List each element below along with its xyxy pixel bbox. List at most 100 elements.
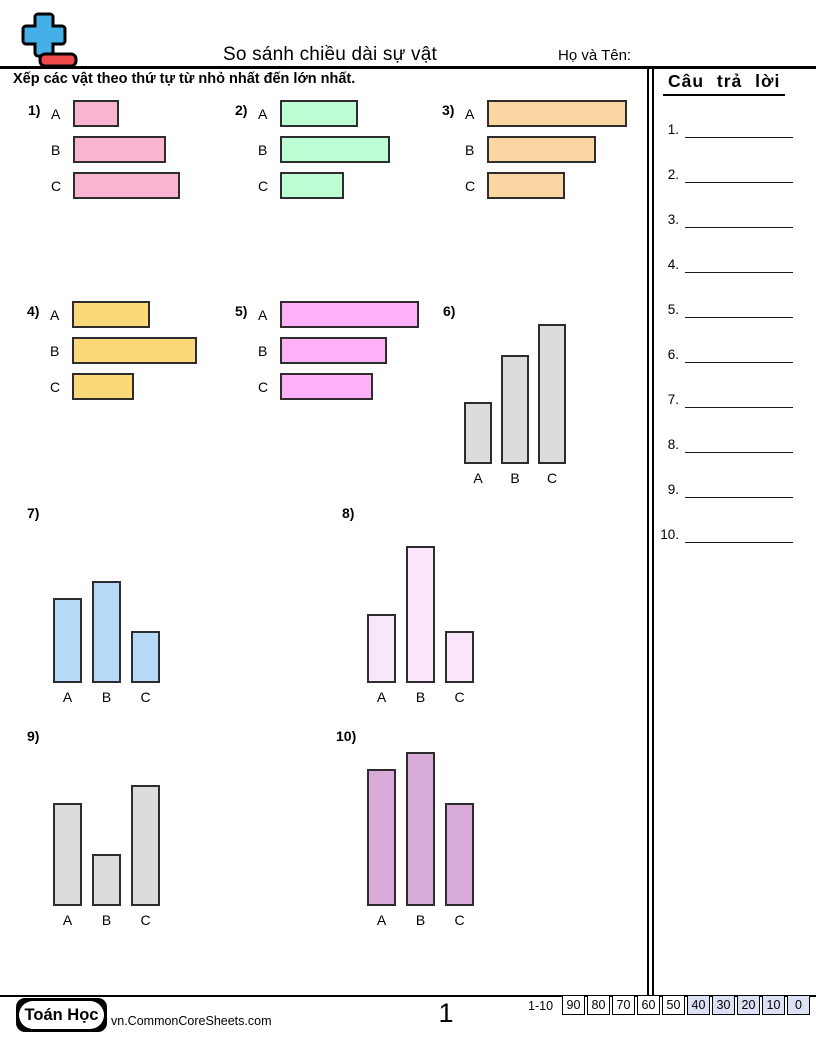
problem-number: 6) <box>443 303 456 319</box>
name-field-label: Họ và Tên: <box>558 47 632 64</box>
plus-minus-logo-icon <box>18 12 80 73</box>
grade-cell: 10 <box>762 995 785 1015</box>
bar-row: C <box>442 172 627 199</box>
problem-number: 7) <box>27 505 40 521</box>
bar-label: A <box>473 470 483 486</box>
answer-blank-line <box>685 453 793 498</box>
bar-row: B <box>27 337 197 364</box>
grading-scale: 90 80 70 60 50 40 30 20 10 0 <box>562 995 810 1015</box>
answers-title: Câu trả lời <box>663 71 786 96</box>
length-bar <box>53 803 82 906</box>
answer-number: 2. <box>667 167 679 183</box>
bar-row: A <box>235 100 390 127</box>
grade-cell: 0 <box>787 995 810 1015</box>
bar-row: B <box>28 136 180 163</box>
length-bar <box>131 631 160 683</box>
length-bar <box>53 598 82 683</box>
bar-label: C <box>454 689 465 705</box>
grade-cell: 50 <box>662 995 685 1015</box>
bar-group: A B C <box>235 100 390 208</box>
answer-row: 7. <box>655 363 793 408</box>
bar-label: C <box>465 177 476 194</box>
answers-column-separator <box>647 68 654 995</box>
bar-label: B <box>465 141 475 158</box>
bar-label: A <box>465 105 475 122</box>
subject-badge: Toán Học <box>16 998 107 1032</box>
length-bar <box>367 614 396 683</box>
answer-row: 4. <box>655 228 793 273</box>
bar-column: B <box>406 546 435 705</box>
answers-list: 1. 2. 3. 4. 5. 6. 7. 8. 9. 10. <box>655 93 793 543</box>
bar-column: C <box>445 631 474 705</box>
answer-number: 4. <box>667 257 679 273</box>
bar-label: B <box>415 689 426 705</box>
answer-blank-line <box>685 138 793 183</box>
problem-number: 10) <box>336 728 357 744</box>
length-bar <box>280 373 373 400</box>
bar-label: C <box>258 378 269 395</box>
length-bar <box>92 581 121 683</box>
problem-number: 4) <box>27 303 40 319</box>
answer-row: 6. <box>655 318 793 363</box>
bar-label: C <box>140 912 151 928</box>
bar-label: A <box>50 306 60 323</box>
length-bar <box>367 769 396 906</box>
bar-group: A B C <box>367 523 474 705</box>
bar-group: A B C <box>53 746 160 928</box>
length-bar <box>406 752 435 906</box>
answer-blank-line <box>685 363 793 408</box>
grade-cell: 70 <box>612 995 635 1015</box>
length-bar <box>280 136 390 163</box>
bar-row: C <box>27 373 197 400</box>
bar-label: B <box>101 689 112 705</box>
bar-label: A <box>51 105 61 122</box>
length-bar <box>538 324 566 464</box>
answer-number: 6. <box>667 347 679 363</box>
bar-row: A <box>235 301 419 328</box>
bar-row: B <box>235 136 390 163</box>
bar-column: C <box>445 803 474 928</box>
length-bar <box>72 337 197 364</box>
bar-column: C <box>538 324 566 486</box>
length-bar <box>72 373 134 400</box>
instruction-text: Xếp các vật theo thứ tự từ nhỏ nhất đến … <box>13 71 356 87</box>
answer-number: 10. <box>660 527 679 543</box>
length-bar <box>280 100 358 127</box>
bar-label: A <box>258 105 268 122</box>
answer-blank-line <box>685 273 793 318</box>
answer-row: 2. <box>655 138 793 183</box>
bar-label: B <box>51 141 61 158</box>
bar-group: A B C <box>442 100 627 208</box>
grade-cell: 40 <box>687 995 710 1015</box>
answer-blank-line <box>685 183 793 228</box>
length-bar <box>487 172 565 199</box>
grade-cell: 30 <box>712 995 735 1015</box>
length-bar <box>73 172 180 199</box>
bar-column: C <box>131 631 160 705</box>
problem-number: 9) <box>27 728 40 744</box>
bar-label: A <box>376 689 387 705</box>
bar-column: B <box>92 854 121 928</box>
bar-group: A B C <box>367 746 474 928</box>
bar-group: A B C <box>27 301 197 409</box>
answer-row: 9. <box>655 453 793 498</box>
length-bar <box>487 100 627 127</box>
length-bar <box>73 100 119 127</box>
bar-label: B <box>258 141 268 158</box>
length-bar <box>487 136 596 163</box>
answer-row: 5. <box>655 273 793 318</box>
answer-number: 7. <box>667 392 679 408</box>
problem-number: 8) <box>342 505 355 521</box>
grade-cell: 80 <box>587 995 610 1015</box>
bar-group: A B C <box>28 100 180 208</box>
bar-column: B <box>501 355 529 486</box>
bar-label: A <box>62 689 73 705</box>
page-title: So sánh chiều dài sự vật <box>223 44 437 65</box>
bar-label: C <box>454 912 465 928</box>
length-bar <box>131 785 160 906</box>
problem-number: 1) <box>28 102 41 118</box>
bar-label: C <box>140 689 151 705</box>
answer-blank-line <box>685 93 793 138</box>
answer-blank-line <box>685 318 793 363</box>
grade-range-label: 1-10 <box>528 999 554 1013</box>
